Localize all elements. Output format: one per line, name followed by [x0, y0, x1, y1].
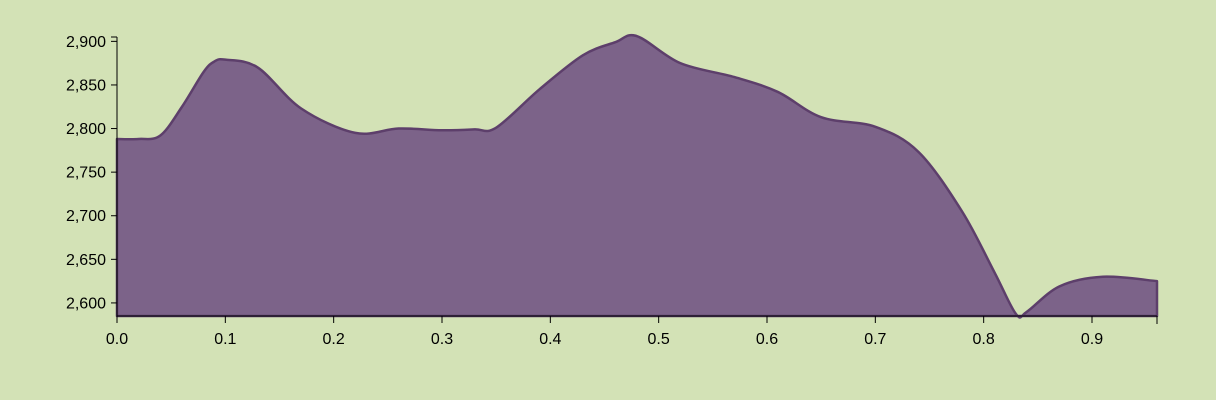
y-tick-label: 2,900: [66, 34, 106, 51]
y-axis: 2,600 2,650 2,700 2,750 2,800 2,850 2,900: [66, 34, 118, 316]
y-tick-label: 2,650: [66, 252, 106, 269]
y-tick-label: 2,800: [66, 121, 106, 138]
x-tick-label: 0.0: [106, 331, 128, 348]
y-tick-label: 2,850: [66, 77, 106, 94]
x-axis: 0.0 0.1 0.2 0.3 0.4 0.5 0.6 0.7 0.8 0.9: [106, 315, 1158, 348]
area-series: [115, 33, 1159, 319]
area-layer: [115, 33, 1159, 319]
x-tick-label: 0.7: [864, 331, 886, 348]
x-tick-label: 0.6: [756, 331, 778, 348]
x-tick-label: 0.5: [648, 331, 670, 348]
y-tick-label: 2,600: [66, 295, 106, 312]
x-tick-label: 0.9: [1081, 331, 1103, 348]
x-tick-label: 0.3: [431, 331, 453, 348]
y-tick-label: 2,750: [66, 165, 106, 182]
y-tick-label: 2,700: [66, 208, 106, 225]
x-tick-label: 0.1: [214, 331, 236, 348]
x-tick-label: 0.4: [539, 331, 561, 348]
x-tick-label: 0.2: [323, 331, 345, 348]
x-tick-label: 0.8: [973, 331, 995, 348]
